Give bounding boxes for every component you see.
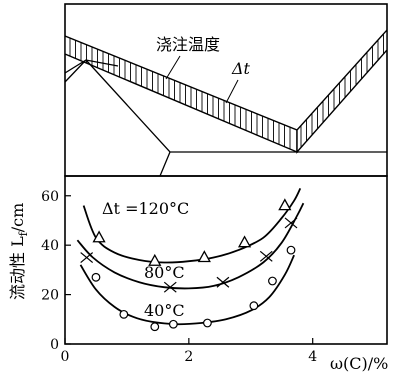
y-axis-label: 流动性 Lf/cm [8, 203, 30, 300]
data-point-circle [249, 301, 259, 311]
data-point-circle [119, 309, 129, 319]
cross-stroke [284, 217, 298, 229]
data-point-triangle [197, 250, 211, 263]
series-label-80: 80°C [144, 263, 185, 282]
series-line-2 [79, 254, 295, 326]
data-point-circle [91, 272, 101, 282]
series-label-120: Δt =120°C [102, 199, 189, 218]
delta-t-hatching [69, 33, 384, 150]
y-tick-label: 20 [41, 288, 59, 304]
cross-stroke [259, 250, 273, 262]
data-point-cross [216, 276, 230, 288]
cross-stroke [80, 252, 94, 263]
x-tick-label: 0 [61, 349, 70, 365]
data-point-circle [168, 319, 178, 329]
y-axis: 0 20 40 60 [41, 189, 71, 353]
series-line-1 [76, 202, 305, 290]
data-point-circle [150, 322, 160, 332]
x-tick-label: 2 [184, 349, 193, 365]
x-axis: 0 2 4 [61, 338, 317, 365]
y-axis-label-sub: f [17, 231, 30, 236]
data-point-cross [80, 252, 94, 263]
data-point-triangle [148, 253, 162, 266]
y-axis-label-unit: /cm [8, 203, 27, 233]
data-point-triangle [278, 198, 292, 211]
data-point-circle [286, 245, 296, 255]
plot-frame [64, 175, 388, 345]
y-axis-label-main: 流动性 L [8, 236, 27, 300]
y-tick-label: 60 [41, 189, 59, 205]
fluidity-chart: 0 20 40 60 0 2 4 Δt =120°C 80°C 40°C ω(C)/% 流… [8, 175, 388, 372]
delta-t-leader [225, 79, 239, 104]
delta-t-label: Δt [231, 59, 251, 78]
x-tick-label: 4 [308, 349, 317, 365]
data-point-circle [268, 276, 277, 286]
x-axis-label: ω(C)/% [330, 354, 388, 372]
cross-stroke [163, 281, 177, 293]
data-point-triangle [237, 235, 252, 248]
phase-diagram-panel: 浇注温度 Δt [64, 3, 388, 177]
liquidus-solidus-lines [65, 59, 387, 176]
data-point-cross [259, 250, 273, 262]
data-point-triangle [92, 230, 106, 243]
pouring-temperature-leader [165, 55, 181, 80]
series-label-40: 40°C [144, 301, 185, 320]
pouring-temperature-label: 浇注温度 [156, 35, 220, 54]
data-point-cross [163, 281, 177, 293]
cross-stroke [216, 276, 230, 288]
y-tick-label: 40 [41, 238, 59, 254]
data-point-circle [203, 318, 212, 328]
series-markers [80, 198, 298, 332]
delta-t-band-right [296, 28, 387, 154]
y-tick-label: 0 [50, 337, 59, 353]
data-point-cross [284, 217, 298, 229]
